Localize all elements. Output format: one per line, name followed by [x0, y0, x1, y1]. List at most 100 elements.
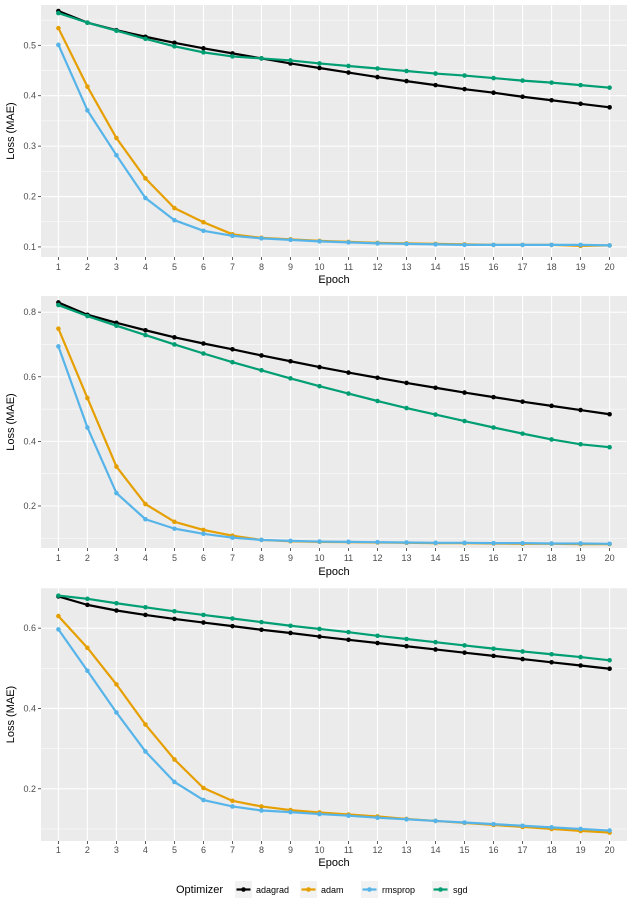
- data-point-adagrad: [607, 666, 612, 672]
- x-tick-label: 7: [230, 553, 235, 563]
- data-point-rmsprop: [607, 828, 612, 833]
- series-line-adam: [57, 615, 611, 834]
- data-point-sgd: [114, 323, 119, 329]
- y-tick-label: 0.1: [23, 242, 36, 252]
- data-point-sgd: [259, 368, 264, 373]
- x-axis: 1 2 3 4 5 6 7 8 9 10 11 12 13 14 15 16 17 18 19 20: [56, 257, 615, 272]
- data-point-rmsprop: [201, 797, 206, 803]
- legend-item-adam: adam: [300, 881, 344, 898]
- data-point-adagrad: [230, 347, 235, 352]
- x-tick-label: 2: [85, 845, 90, 855]
- data-point-adagrad: [288, 358, 293, 364]
- x-tick-label: 1: [56, 845, 61, 855]
- x-tick-label: 14: [431, 845, 441, 855]
- data-point-sgd: [433, 71, 438, 76]
- data-point-rmsprop: [462, 820, 467, 825]
- y-axis-title: Loss (MAE): [5, 102, 17, 159]
- data-point-sgd: [491, 75, 496, 81]
- data-point-adam: [172, 757, 177, 762]
- panel-background: [41, 5, 627, 257]
- x-tick-label: 12: [373, 262, 383, 272]
- data-point-adagrad: [230, 623, 235, 629]
- x-tick-label: 5: [172, 553, 177, 563]
- data-point-rmsprop: [317, 239, 322, 244]
- x-tick-label: 7: [230, 262, 235, 272]
- x-tick-label: 6: [201, 553, 206, 563]
- data-point-adam: [259, 804, 264, 809]
- chart-panels: 0.10.20.30.40.51 2 3 4 5 6 7 8 9 10 11 12 13 14 15 16 17…: [5, 5, 627, 869]
- series-adagrad: [56, 594, 612, 672]
- data-point-sgd: [56, 10, 61, 16]
- x-tick-label: 8: [259, 262, 264, 272]
- data-point-adam: [143, 176, 148, 181]
- x-tick-label: 17: [518, 845, 528, 855]
- y-tick-label: 0.2: [23, 501, 36, 511]
- x-axis: 1 2 3 4 5 6 7 8 9 10 11 12 13 14 15 16 17 18 19 20: [56, 841, 615, 855]
- data-point-rmsprop: [578, 242, 583, 248]
- series-sgd: [56, 593, 612, 663]
- series-line-sgd: [57, 594, 611, 662]
- data-point-adagrad: [433, 385, 438, 391]
- data-point-sgd: [201, 351, 206, 356]
- x-tick-label: 2: [85, 553, 90, 563]
- data-point-adagrad: [520, 94, 525, 100]
- data-point-sgd: [375, 66, 380, 71]
- data-point-adagrad: [404, 643, 409, 649]
- data-point-adagrad: [85, 602, 90, 608]
- x-tick-label: 15: [460, 262, 470, 272]
- data-point-adagrad: [201, 46, 206, 51]
- data-point-rmsprop: [520, 540, 525, 546]
- data-point-adagrad: [491, 90, 496, 95]
- data-point-sgd: [85, 313, 90, 319]
- data-point-sgd: [143, 604, 148, 610]
- data-point-adam: [85, 645, 90, 651]
- data-point-rmsprop: [549, 242, 554, 248]
- y-tick-label: 0.2: [23, 192, 36, 202]
- data-point-sgd: [375, 633, 380, 639]
- data-point-adagrad: [375, 74, 380, 80]
- data-point-sgd: [549, 651, 554, 657]
- data-point-adagrad: [201, 620, 206, 625]
- series-rmsprop: [56, 344, 612, 547]
- data-point-sgd: [230, 54, 235, 59]
- data-point-sgd: [578, 82, 583, 88]
- series-sgd: [56, 302, 612, 450]
- data-point-adam: [114, 464, 119, 469]
- data-point-rmsprop: [404, 241, 409, 247]
- x-tick-label: 9: [288, 845, 293, 855]
- data-point-adagrad: [462, 650, 467, 655]
- y-axis: 0.1 0.2 0.3 0.4 0.5: [23, 40, 41, 252]
- data-point-rmsprop: [549, 825, 554, 830]
- x-axis-title: Epoch: [318, 857, 349, 869]
- legend-key-point: [438, 887, 443, 892]
- data-point-rmsprop: [462, 540, 467, 546]
- data-point-adagrad: [346, 637, 351, 643]
- x-tick-label: 5: [172, 845, 177, 855]
- data-point-sgd: [143, 332, 148, 338]
- series-line-rmsprop: [57, 43, 611, 247]
- series-line-sgd: [57, 303, 611, 449]
- data-point-rmsprop: [230, 535, 235, 540]
- data-point-sgd: [172, 342, 177, 347]
- x-axis-title: Epoch: [318, 274, 349, 286]
- data-point-rmsprop: [404, 540, 409, 545]
- data-point-rmsprop: [317, 539, 322, 544]
- data-point-sgd: [462, 73, 467, 78]
- y-tick-label: 0.4: [23, 436, 36, 446]
- data-point-rmsprop: [578, 541, 583, 546]
- data-point-rmsprop: [433, 540, 438, 546]
- data-point-rmsprop: [375, 241, 380, 246]
- x-tick-label: 9: [288, 262, 293, 272]
- data-point-adagrad: [433, 647, 438, 652]
- data-point-rmsprop: [143, 195, 148, 201]
- data-point-rmsprop: [172, 779, 177, 785]
- data-point-adam: [85, 84, 90, 89]
- x-tick-label: 20: [605, 262, 615, 272]
- data-point-sgd: [607, 444, 612, 450]
- data-point-adam: [143, 501, 148, 507]
- series-rmsprop: [56, 627, 612, 833]
- data-point-adagrad: [375, 640, 380, 646]
- data-point-sgd: [520, 78, 525, 83]
- x-tick-label: 12: [373, 553, 383, 563]
